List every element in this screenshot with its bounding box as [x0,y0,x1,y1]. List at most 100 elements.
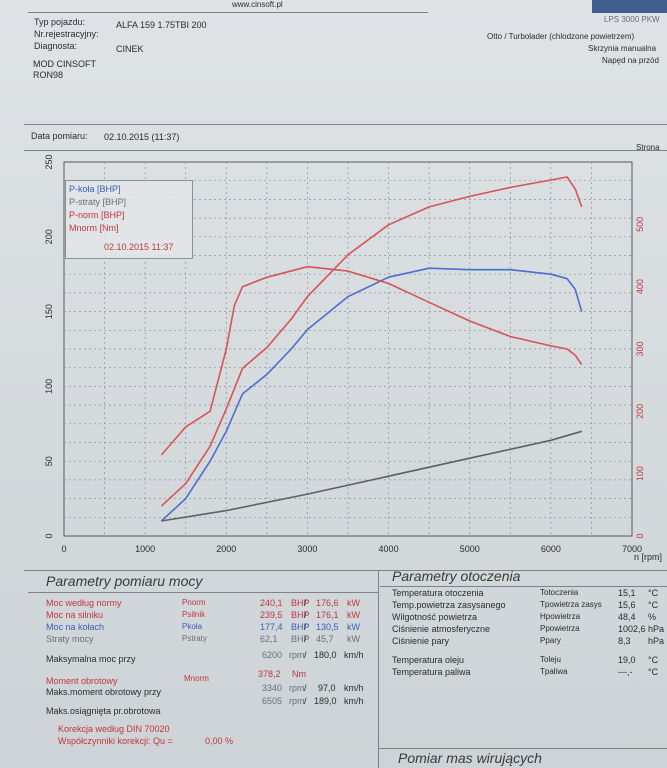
env-row-symbol: Ppary [540,636,561,645]
y-left-tick-label: 100 [44,379,54,394]
diagnostician: CINEK [116,44,144,54]
power-row-bhp: 62,1 [260,634,278,644]
env-row-value: 15,6 [618,600,636,610]
env-row-value: 19,0 [618,655,636,665]
power-row-kw-unit: kW [347,598,360,608]
footer-rule [378,748,667,749]
max-power-label: Maksymalna moc przy [46,654,136,664]
env-row-value: ---,- [618,667,633,677]
diagnostician-label: Diagnosta: [34,41,78,51]
env-row-label: Wilgotność powietrza [392,612,478,622]
measurement-date: 02.10.2015 (11:37) [104,132,180,142]
env-row-unit: °C [648,588,659,598]
max-power-speed: 180,0 [314,650,337,660]
params-divider [378,570,379,768]
y-left-tick-label: 0 [44,533,54,538]
x-tick-label: 3000 [297,544,317,554]
max-torque-rpm-unit: rpm [289,683,305,693]
chart-legend: P-koła [BHP] P-straty [BHP] P-norm [BHP]… [65,180,193,259]
power-row-kw-unit: kW [347,634,360,644]
vehicle-type-label: Typ pojazdu: [34,17,86,27]
dyno-model: LPS 3000 PKW [604,15,660,24]
power-row-kw-unit: kW [347,610,360,620]
power-row-symbol: Pkoła [182,622,203,631]
series-line [160,267,583,522]
vehicle-type: ALFA 159 1.75TBI 200 [116,20,207,30]
power-row-symbol: Pstraty [182,634,207,643]
x-tick-label: 1000 [135,544,155,554]
max-rpm-label: Maks.osiągnięta pr.obrotowa [46,706,161,716]
max-power-rpm-unit: rpm [289,650,305,660]
website-url: www.cinsoft.pl [232,0,283,9]
power-row-label: Straty mocy [46,634,94,644]
brand-logo [592,0,667,13]
correction-factors: Współczynniki korekcji: Qu = [58,736,173,746]
masses-title: Pomiar mas wirujących [398,750,542,766]
x-tick-label: 6000 [541,544,561,554]
max-rpm-unit: rpm [289,696,305,706]
drive: Napęd na przód [602,56,659,65]
separator: / [304,634,307,644]
y-left-tick-label: 150 [44,304,54,319]
env-row-unit: °C [648,667,659,677]
y-right-tick-label: 0 [635,533,645,538]
page-note: Strona [636,143,660,152]
y-left-tick-label: 50 [44,456,54,466]
date-rule-bottom [24,150,667,151]
y-right-tick-label: 200 [635,404,645,419]
correction-value: 0,00 % [205,736,234,746]
gearbox: Skrzynia manualna [588,44,657,53]
env-row-symbol: Ppowietrza [540,624,580,633]
env-row-symbol: Totoczenia [540,588,579,597]
power-row-bhp-unit: BHP [291,622,310,632]
env-row-value: 48,4 [618,612,636,622]
y-left-tick-label: 200 [44,229,54,244]
date-label: Data pomiaru: [31,131,88,141]
x-tick-label: 2000 [216,544,236,554]
env-row-label: Ciśnienie pary [392,636,450,646]
env-row-label: Temperatura oleju [392,655,465,665]
power-row-label: Moc na kołach [46,622,105,632]
torque-label: Moment obrotowy [46,676,118,686]
max-torque-rpm: 3340 [262,683,283,693]
env-row-symbol: Hpowietrza [540,612,581,621]
env-row-value: 1002,6 [618,624,646,634]
separator: / [304,610,307,620]
header-rule [28,12,428,13]
env-params-title: Parametry otoczenia [392,568,521,584]
power-row-bhp-unit: BHP [291,610,310,620]
env-params-rule [380,586,667,587]
y-right-tick-label: 100 [635,466,645,481]
env-row-value: 15,1 [618,588,636,598]
x-tick-label: 7000 [622,544,642,554]
mod-label: MOD CINSOFT [33,59,96,69]
power-row-symbol: Pnorm [182,598,206,607]
y-left-tick-label: 250 [44,154,54,169]
separator: / [304,622,307,632]
series-line [161,430,582,522]
power-row-kw: 130,5 [316,622,339,632]
power-params-rule [28,592,378,593]
power-row-label: Moc według normy [46,598,122,608]
env-row-unit: °C [648,600,659,610]
series-line [160,265,583,456]
power-row-bhp: 239,5 [260,610,283,620]
max-power-speed-unit: km/h [344,650,364,660]
power-row-bhp: 177,4 [260,622,283,632]
date-rule-top [24,124,667,125]
env-row-unit: hPa [648,624,665,634]
max-rpm-speed: 189,0 [314,696,337,706]
chart-grid [63,161,633,537]
engine-type: Otto / Turbolader (chlodzone powietrzem) [487,32,635,41]
legend-timestamp: 02.10.2015 11:37 [104,242,174,252]
max-torque-speed: 97,0 [318,683,336,693]
power-row-kw: 45,7 [316,634,334,644]
y-right-tick-label: 500 [635,217,645,232]
env-row-unit: % [648,612,657,622]
chart-series [160,176,583,522]
legend-norm-torque: Mnorm [Nm] [69,223,119,233]
env-row-symbol: Tpowietrza zasys [540,600,602,609]
env-row-label: Temp.powietrza zasysanego [392,600,506,610]
